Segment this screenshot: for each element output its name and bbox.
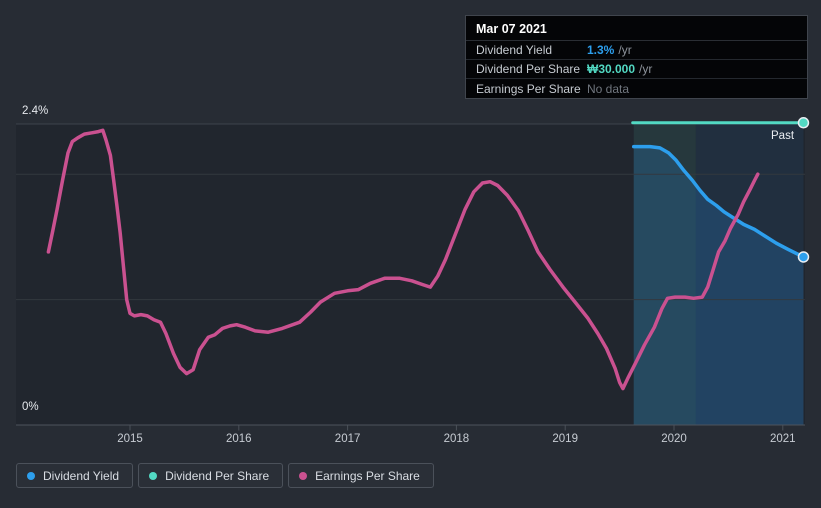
past-region-label: Past (771, 130, 795, 142)
tooltip-row-earnings-per-share: Earnings Per Share No data (466, 79, 807, 98)
chart-legend: Dividend Yield Dividend Per Share Earnings… (16, 463, 434, 488)
tooltip-row-dividend-yield: Dividend Yield 1.3%/yr (466, 41, 807, 60)
x-tick-label-2020: 2020 (661, 433, 687, 445)
legend-item-label: Dividend Per Share (165, 468, 270, 483)
tooltip-row-label: Dividend Yield (476, 43, 553, 57)
tooltip-row-dividend-per-share: Dividend Per Share ₩30.000/yr (466, 60, 807, 79)
dividend-yield-legend-dot-icon (27, 471, 35, 480)
x-tick-label-2021: 2021 (770, 433, 796, 445)
dividend_yield-line (631, 144, 806, 259)
tooltip-row-value: No data (587, 81, 630, 96)
legend-item-dividend-yield[interactable]: Dividend Yield (16, 463, 134, 488)
legend-item-label: Dividend Yield (43, 468, 120, 483)
earnings_per_share-line (46, 128, 760, 391)
y-axis-label-bottom: 0% (22, 401, 39, 413)
x-tick-label-2016: 2016 (226, 433, 252, 445)
earnings-per-share-legend-dot-icon (299, 471, 308, 480)
dividend_per_share-end-dot (797, 117, 810, 129)
tooltip-row-value: ₩30.000 (587, 62, 636, 76)
tooltip-row-label: Dividend Per Share (476, 62, 581, 76)
tooltip-row-label: Earnings Per Share (476, 81, 581, 96)
dividend-history-chart[interactable]: 2015 2016 2017 2018 2019 2020 2021 (0, 0, 821, 460)
legend-item-dividend-per-share[interactable]: Dividend Per Share (138, 463, 284, 488)
legend-item-label: Earnings Per Share (315, 468, 420, 483)
tooltip-row-unit: /yr (618, 43, 632, 57)
chart-tooltip: Mar 07 2021 Dividend Yield 1.3%/yr Dividen… (465, 15, 808, 99)
tooltip-row-unit: /yr (639, 62, 653, 76)
tooltip-date: Mar 07 2021 (466, 16, 807, 41)
dividend_yield-area (633, 146, 804, 425)
x-tick-label-2015: 2015 (117, 433, 143, 445)
x-tick-label-2018: 2018 (444, 433, 470, 445)
dividend-per-share-legend-dot-icon (149, 471, 158, 480)
tooltip-row-value: 1.3% (587, 43, 615, 57)
x-tick-label-2017: 2017 (335, 433, 361, 445)
y-axis-label-top: 2.4% (22, 105, 49, 117)
dividend_yield-end-dot (797, 251, 810, 263)
legend-item-earnings-per-share[interactable]: Earnings Per Share (288, 463, 434, 488)
x-tick-label-2019: 2019 (552, 433, 578, 445)
